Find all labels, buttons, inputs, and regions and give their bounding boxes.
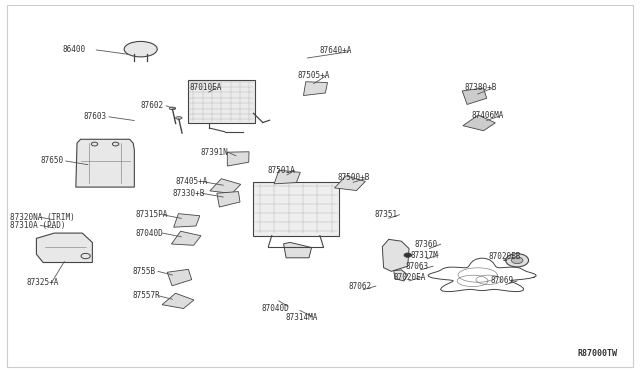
Text: 87040D: 87040D	[262, 304, 289, 312]
Text: 87317M: 87317M	[410, 251, 438, 260]
Text: 87314MA: 87314MA	[285, 313, 317, 322]
Polygon shape	[173, 214, 200, 227]
Ellipse shape	[124, 41, 157, 57]
Text: 87602: 87602	[141, 101, 164, 110]
Text: 87405+A: 87405+A	[175, 177, 207, 186]
Text: 87603: 87603	[83, 112, 107, 121]
Text: 87069: 87069	[490, 276, 513, 285]
Text: 87063: 87063	[406, 262, 429, 271]
Ellipse shape	[170, 107, 175, 110]
Circle shape	[92, 142, 98, 146]
Text: 87010EA: 87010EA	[189, 83, 222, 92]
Circle shape	[506, 254, 529, 267]
Text: 87505+A: 87505+A	[298, 71, 330, 80]
Polygon shape	[217, 192, 240, 207]
Circle shape	[404, 253, 412, 257]
Polygon shape	[303, 82, 328, 96]
Text: 87380+B: 87380+B	[465, 83, 497, 92]
Text: 87406MA: 87406MA	[471, 111, 504, 120]
Polygon shape	[172, 231, 201, 245]
Text: 8755B: 8755B	[132, 267, 156, 276]
Polygon shape	[210, 179, 241, 193]
Polygon shape	[335, 176, 365, 190]
Polygon shape	[394, 270, 408, 281]
Text: 87320NA (TRIM): 87320NA (TRIM)	[10, 213, 74, 222]
Text: 86400: 86400	[63, 45, 86, 54]
Polygon shape	[36, 233, 92, 263]
Text: 87360: 87360	[414, 240, 437, 248]
Text: 87351: 87351	[374, 210, 397, 219]
Text: 87500+B: 87500+B	[338, 173, 370, 182]
Polygon shape	[167, 269, 192, 286]
Ellipse shape	[175, 117, 182, 119]
Polygon shape	[274, 170, 300, 184]
FancyBboxPatch shape	[188, 80, 255, 122]
Polygon shape	[227, 152, 249, 166]
Polygon shape	[284, 243, 312, 258]
Text: 87310A (PAD): 87310A (PAD)	[10, 221, 65, 230]
Polygon shape	[462, 88, 487, 105]
Text: 87501A: 87501A	[268, 166, 296, 175]
Polygon shape	[382, 239, 409, 271]
Text: 87330+B: 87330+B	[173, 189, 205, 198]
Circle shape	[113, 142, 119, 146]
Text: 87040D: 87040D	[136, 228, 163, 238]
Text: 87650: 87650	[40, 157, 63, 166]
Text: R87000TW: R87000TW	[577, 349, 618, 358]
FancyBboxPatch shape	[253, 182, 339, 235]
Text: 87325+A: 87325+A	[26, 278, 59, 287]
Polygon shape	[162, 293, 194, 308]
Polygon shape	[76, 139, 134, 187]
Text: 87640+A: 87640+A	[320, 46, 353, 55]
Text: 87020EB: 87020EB	[488, 252, 521, 261]
Text: 87315PA: 87315PA	[136, 210, 168, 219]
Circle shape	[81, 253, 90, 259]
Polygon shape	[463, 115, 495, 131]
Text: 87062: 87062	[349, 282, 372, 291]
Text: 87020EA: 87020EA	[393, 273, 426, 282]
Text: 87557R: 87557R	[132, 291, 160, 300]
Text: 87391N: 87391N	[200, 148, 228, 157]
Circle shape	[511, 257, 523, 264]
